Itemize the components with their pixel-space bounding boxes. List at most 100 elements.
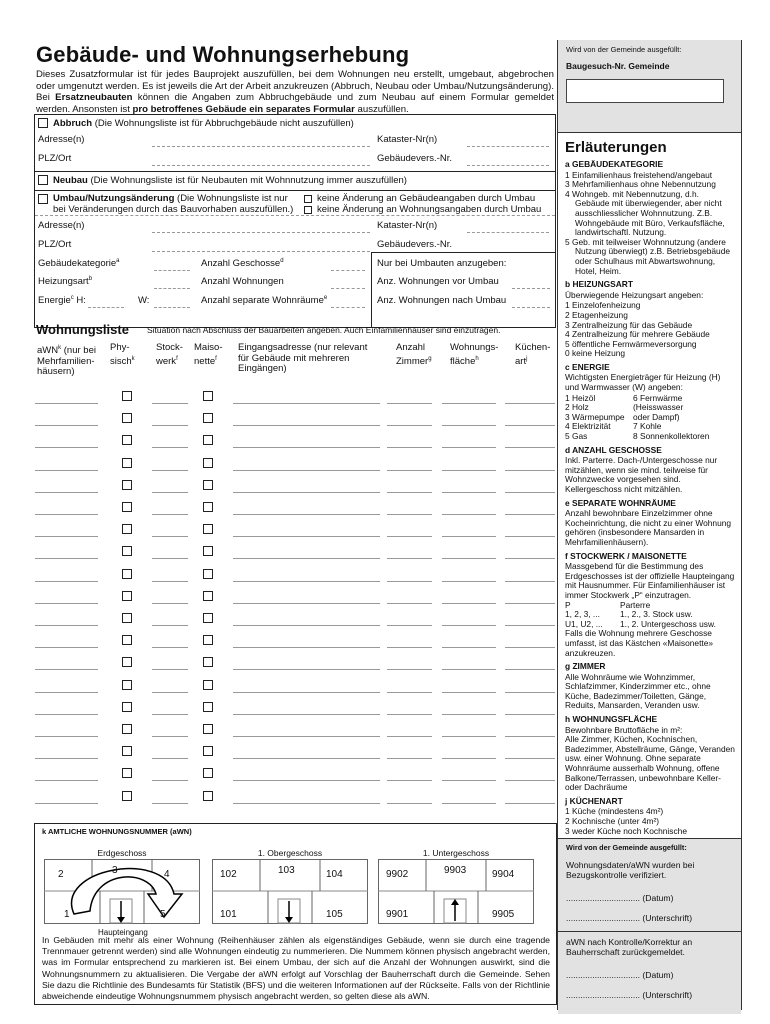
- awn-field[interactable]: [35, 758, 98, 760]
- physisch-checkbox[interactable]: [122, 590, 132, 601]
- zimmer-field[interactable]: [387, 647, 432, 649]
- maisonette-checkbox[interactable]: [203, 790, 213, 801]
- eingangsadresse-field[interactable]: [233, 713, 380, 715]
- physisch-checkbox[interactable]: [122, 435, 132, 446]
- eingangsadresse-field[interactable]: [233, 491, 380, 493]
- awn-field[interactable]: [35, 602, 98, 604]
- stockwerk-field[interactable]: [152, 536, 188, 538]
- energie-w-field[interactable]: [154, 307, 190, 308]
- kuechenart-field[interactable]: [505, 491, 555, 493]
- stockwerk-field[interactable]: [152, 647, 188, 649]
- stockwerk-field[interactable]: [152, 403, 188, 404]
- eingangsadresse-field[interactable]: [233, 625, 380, 626]
- maisonette-checkbox[interactable]: [203, 435, 213, 446]
- stockwerk-field[interactable]: [152, 691, 188, 693]
- eingangsadresse-field[interactable]: [233, 558, 380, 560]
- eingangsadresse-field[interactable]: [233, 580, 380, 582]
- flaeche-field[interactable]: [442, 447, 496, 449]
- kuechenart-field[interactable]: [505, 647, 555, 649]
- unterschrift-field-2[interactable]: ............................... (Untersc…: [566, 990, 693, 1001]
- abbruch-gebvers-field[interactable]: [467, 165, 549, 166]
- zimmer-field[interactable]: [387, 713, 432, 715]
- unterschrift-field-1[interactable]: ............................... (Untersc…: [566, 913, 693, 924]
- physisch-checkbox[interactable]: [122, 479, 132, 490]
- flaeche-field[interactable]: [442, 491, 496, 493]
- eingangsadresse-field[interactable]: [233, 536, 380, 538]
- stockwerk-field[interactable]: [152, 469, 188, 471]
- zimmer-field[interactable]: [387, 802, 432, 804]
- datum-field-1[interactable]: ............................... (Datum): [566, 892, 674, 903]
- physisch-checkbox[interactable]: [122, 701, 132, 712]
- neubau-checkbox[interactable]: [38, 175, 48, 185]
- abbruch-adresse-field[interactable]: [152, 146, 370, 147]
- stockwerk-field[interactable]: [152, 514, 188, 515]
- awn-field[interactable]: [35, 491, 98, 493]
- flaeche-field[interactable]: [442, 691, 496, 693]
- flaeche-field[interactable]: [442, 425, 496, 427]
- abbruch-kataster-field[interactable]: [467, 146, 549, 147]
- physisch-checkbox[interactable]: [122, 546, 132, 557]
- keine-gebaeude-aenderung-checkbox[interactable]: [304, 195, 312, 203]
- flaeche-field[interactable]: [442, 758, 496, 760]
- awn-field[interactable]: [35, 425, 98, 427]
- abbruch-checkbox[interactable]: [38, 118, 48, 128]
- eingangsadresse-field[interactable]: [233, 780, 380, 782]
- stockwerk-field[interactable]: [152, 425, 188, 427]
- zimmer-field[interactable]: [387, 469, 432, 471]
- zimmer-field[interactable]: [387, 780, 432, 782]
- eingangsadresse-field[interactable]: [233, 447, 380, 449]
- flaeche-field[interactable]: [442, 780, 496, 782]
- flaeche-field[interactable]: [442, 403, 496, 404]
- flaeche-field[interactable]: [442, 669, 496, 671]
- wohnungen-field[interactable]: [331, 288, 365, 289]
- eingangsadresse-field[interactable]: [233, 758, 380, 760]
- vor-umbau-field[interactable]: [512, 288, 550, 289]
- awn-field[interactable]: [35, 469, 98, 471]
- stockwerk-field[interactable]: [152, 669, 188, 671]
- maisonette-checkbox[interactable]: [203, 502, 213, 512]
- kuechenart-field[interactable]: [505, 403, 555, 404]
- zimmer-field[interactable]: [387, 403, 432, 404]
- zimmer-field[interactable]: [387, 580, 432, 582]
- umbau-plz-field[interactable]: [152, 251, 370, 252]
- maisonette-checkbox[interactable]: [203, 457, 213, 468]
- stockwerk-field[interactable]: [152, 802, 188, 804]
- stockwerk-field[interactable]: [152, 491, 188, 493]
- geschosse-field[interactable]: [331, 270, 365, 271]
- datum-field-2[interactable]: ............................... (Datum): [566, 969, 674, 980]
- maisonette-checkbox[interactable]: [203, 479, 213, 490]
- zimmer-field[interactable]: [387, 514, 432, 515]
- stockwerk-field[interactable]: [152, 580, 188, 582]
- zimmer-field[interactable]: [387, 669, 432, 671]
- zimmer-field[interactable]: [387, 491, 432, 493]
- flaeche-field[interactable]: [442, 736, 496, 737]
- physisch-checkbox[interactable]: [122, 391, 132, 401]
- heizung-field[interactable]: [154, 288, 190, 289]
- eingangsadresse-field[interactable]: [233, 802, 380, 804]
- awn-field[interactable]: [35, 580, 98, 582]
- physisch-checkbox[interactable]: [122, 724, 132, 734]
- kuechenart-field[interactable]: [505, 447, 555, 449]
- kuechenart-field[interactable]: [505, 802, 555, 804]
- gebkat-field[interactable]: [154, 270, 190, 271]
- flaeche-field[interactable]: [442, 713, 496, 715]
- kuechenart-field[interactable]: [505, 514, 555, 515]
- maisonette-checkbox[interactable]: [203, 679, 213, 690]
- flaeche-field[interactable]: [442, 536, 496, 538]
- zimmer-field[interactable]: [387, 425, 432, 427]
- physisch-checkbox[interactable]: [122, 413, 132, 424]
- eingangsadresse-field[interactable]: [233, 691, 380, 693]
- kuechenart-field[interactable]: [505, 602, 555, 604]
- awn-field[interactable]: [35, 802, 98, 804]
- kuechenart-field[interactable]: [505, 691, 555, 693]
- maisonette-checkbox[interactable]: [203, 768, 213, 779]
- flaeche-field[interactable]: [442, 802, 496, 804]
- energie-h-field[interactable]: [88, 307, 124, 308]
- flaeche-field[interactable]: [442, 514, 496, 515]
- wohnraeume-field[interactable]: [331, 307, 365, 308]
- awn-field[interactable]: [35, 514, 98, 515]
- awn-field[interactable]: [35, 736, 98, 737]
- keine-wohnung-aenderung-checkbox[interactable]: [304, 206, 312, 214]
- physisch-checkbox[interactable]: [122, 457, 132, 468]
- zimmer-field[interactable]: [387, 602, 432, 604]
